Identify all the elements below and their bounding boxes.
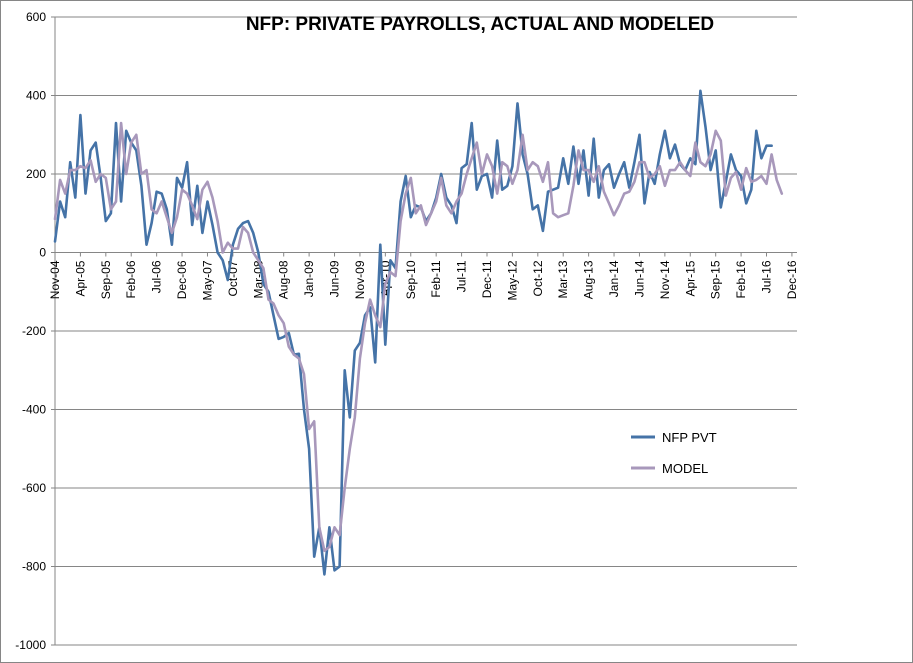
x-tick-label: Sep-10 — [404, 260, 418, 299]
series-line-nfp-pvt — [53, 89, 773, 576]
x-tick-label: Feb-06 — [124, 260, 138, 298]
y-tick-label: 200 — [26, 167, 46, 181]
y-tick-label: 400 — [26, 89, 46, 103]
x-tick-label: Dec-11 — [480, 260, 494, 298]
x-tick-label: Apr-15 — [683, 260, 697, 296]
legend-label: NFP PVT — [662, 430, 717, 445]
x-tick-label: Oct-12 — [531, 260, 545, 296]
x-tick-label: Dec-16 — [785, 260, 799, 299]
x-tick-label: Aug-08 — [277, 260, 291, 299]
x-tick-label: Jun-14 — [632, 260, 646, 297]
x-tick-label: Sep-05 — [99, 260, 113, 299]
x-tick-label: Nov-04 — [48, 260, 62, 299]
y-tick-label: -800 — [22, 560, 46, 574]
x-tick-label: Jan-09 — [302, 260, 316, 297]
y-tick-label: 600 — [26, 10, 46, 24]
series-lines — [53, 89, 784, 576]
y-tick-label: -600 — [22, 481, 46, 495]
x-tick-label: Jul-11 — [455, 260, 469, 292]
y-tick-label: -400 — [22, 403, 46, 417]
x-tick-label: Jan-14 — [607, 260, 621, 297]
legend-label: MODEL — [662, 461, 708, 476]
legend: NFP PVT MODEL — [631, 430, 717, 476]
x-tick-label: Aug-13 — [582, 260, 596, 299]
x-tick-label: Mar-13 — [556, 260, 570, 298]
y-axis-tick-labels: 600 400 200 0 -200 -400 -600 -800 -1000 — [15, 10, 46, 652]
x-tick-label: Feb-11 — [429, 260, 443, 297]
y-tick-label: 0 — [39, 246, 46, 260]
x-tick-label: May-12 — [505, 260, 519, 300]
x-tick-label: Jul-16 — [760, 260, 774, 293]
x-tick-label: Nov-14 — [658, 260, 672, 299]
y-tick-label: -200 — [22, 324, 46, 338]
x-tick-label: Dec-06 — [175, 260, 189, 299]
x-tick-label: May-07 — [200, 260, 214, 300]
x-tick-label: Nov-09 — [353, 260, 367, 299]
gridlines — [51, 16, 797, 646]
y-tick-label: -1000 — [15, 638, 46, 652]
x-axis-tick-labels: Nov-04 Apr-05 Sep-05 Feb-06 Jul-06 Dec-06 May-… — [48, 260, 799, 300]
x-tick-label: Jul-06 — [150, 260, 164, 293]
x-tick-label: Apr-05 — [73, 260, 87, 296]
chart-title: NFP: PRIVATE PAYROLLS, ACTUAL AND MODELE… — [245, 14, 715, 35]
series-line-model — [53, 121, 784, 553]
x-tick-label: Sep-15 — [709, 260, 723, 299]
x-tick-label: Feb-16 — [734, 260, 748, 298]
x-tick-label: Jun-09 — [328, 260, 342, 297]
axes — [54, 17, 797, 645]
